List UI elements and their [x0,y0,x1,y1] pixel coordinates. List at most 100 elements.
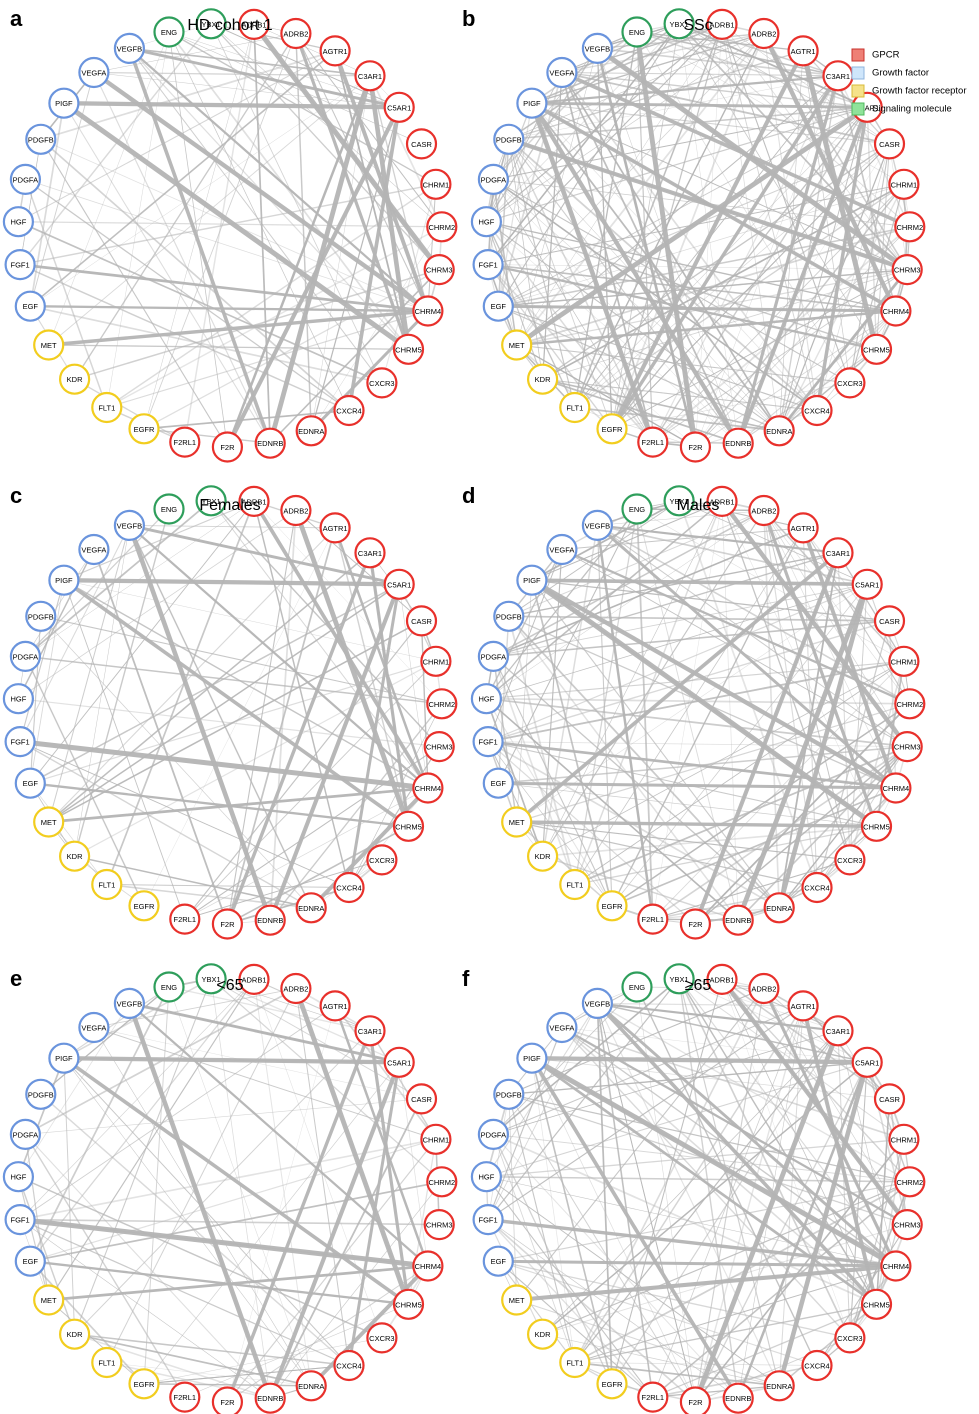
node-label: KDR [67,1330,83,1339]
edge [488,741,908,747]
node-label: ADRB2 [751,30,776,39]
edge [73,508,170,857]
edge [596,1003,780,1387]
node-circle [493,123,525,155]
node-label: PDGFA [13,1130,38,1139]
node-f2r: F2R [211,431,243,463]
edge [487,23,680,265]
node-circle [546,1011,578,1044]
node-cxcr3: CXCR3 [366,367,398,399]
node-label: PDGFB [28,135,54,144]
node-label: VEGFB [585,521,610,530]
edge [542,378,818,412]
node-ednra: EDNRA [295,892,327,924]
node-label: CHRM2 [896,700,923,709]
node-label: FGF1 [11,738,30,747]
edge [486,221,518,346]
node-eng: ENG [621,16,653,48]
node-agtr1: AGTR1 [787,990,819,1022]
edge [227,825,409,925]
node-label: EGFR [602,1380,623,1389]
node-circle [477,640,509,673]
node-egfr: EGFR [596,1368,628,1400]
node-circle [392,1288,425,1320]
node-label: YBX1 [670,497,689,506]
node-label: ADRB1 [241,975,266,984]
edge [210,23,400,108]
edge [486,23,680,223]
node-chrm3: CHRM3 [423,1208,455,1241]
node-label: C5AR1 [855,1058,879,1067]
edge [508,139,576,408]
edge [516,1299,780,1387]
edge-vegfb-c5ar1 [127,523,401,586]
edge [574,1030,839,1363]
edge [487,978,680,1220]
node-flt1: FLT1 [91,868,123,901]
edge [493,527,804,658]
edge [721,979,839,1032]
edge [486,583,868,700]
node-circle [211,1386,243,1414]
edge [48,31,170,346]
node-label: C5AR1 [387,103,411,112]
edge [398,584,429,789]
node-chrm4: CHRM4 [412,1250,444,1282]
node-label: EDNRB [725,1394,751,1403]
edge [508,1094,518,1301]
node-circle [2,1161,34,1193]
edge [18,1176,383,1339]
edge-vegfa-chrm3 [560,1026,909,1226]
edge [487,741,696,925]
node-ednra: EDNRA [763,1370,795,1402]
node-circle [91,1346,123,1379]
node-pdgfa: PDGFA [477,163,509,195]
node-circle [834,367,866,399]
node-label: VEGFA [81,69,106,78]
node-label: CXCR4 [804,1362,829,1371]
edge [30,783,108,885]
node-f2rl1: F2RL1 [169,903,201,935]
node-circle [153,971,185,1003]
edge-ednra-chrm3 [777,268,909,433]
edge [106,883,350,889]
edges [485,499,911,927]
edge [74,1333,312,1387]
panel-title: <65 [216,977,243,994]
legend-swatch [851,48,865,62]
nodes: ADRB1 ADRB2 AGTR1 C3AR1 C5AR1 CASR CHRM1 CHRM2 C… [470,963,926,1414]
edge [210,500,429,789]
edge [184,620,422,920]
node-label: EDNRB [257,439,283,448]
node-circle [477,163,509,195]
panel-a: ADRB1 ADRB2 AGTR1 C3AR1 C5AR1 CASR CHRM1 CHRM2 C… [2,6,458,463]
node-circle [319,512,351,544]
node-label: CXCR3 [369,379,394,388]
edge [369,1030,437,1140]
node-label: VEGFA [81,546,106,555]
node-label: CHRM2 [428,223,455,232]
edge [253,501,350,888]
edge [508,987,765,1095]
node-pdgfb: PDGFB [493,1078,525,1110]
edge [295,510,422,622]
edge [721,501,739,921]
node-f2r: F2R [679,431,712,463]
node-label: PIGF [523,576,541,585]
node-label: HGF [10,218,26,227]
node-label: ENG [629,505,645,514]
edge [295,33,443,228]
edge [678,978,739,1399]
node-circle [169,426,201,458]
node-ybx1: YBX1 [663,8,695,40]
node-label: CASR [411,617,432,626]
node-label: ENG [629,28,645,37]
node-fgf1: FGF1 [472,1203,504,1236]
node-circle [78,533,110,566]
edge [763,33,818,411]
edge [597,524,911,705]
edge [143,409,350,430]
edge-egfr-c3ar1 [610,74,840,431]
node-chrm4: CHRM4 [412,295,444,327]
edge [596,48,613,429]
